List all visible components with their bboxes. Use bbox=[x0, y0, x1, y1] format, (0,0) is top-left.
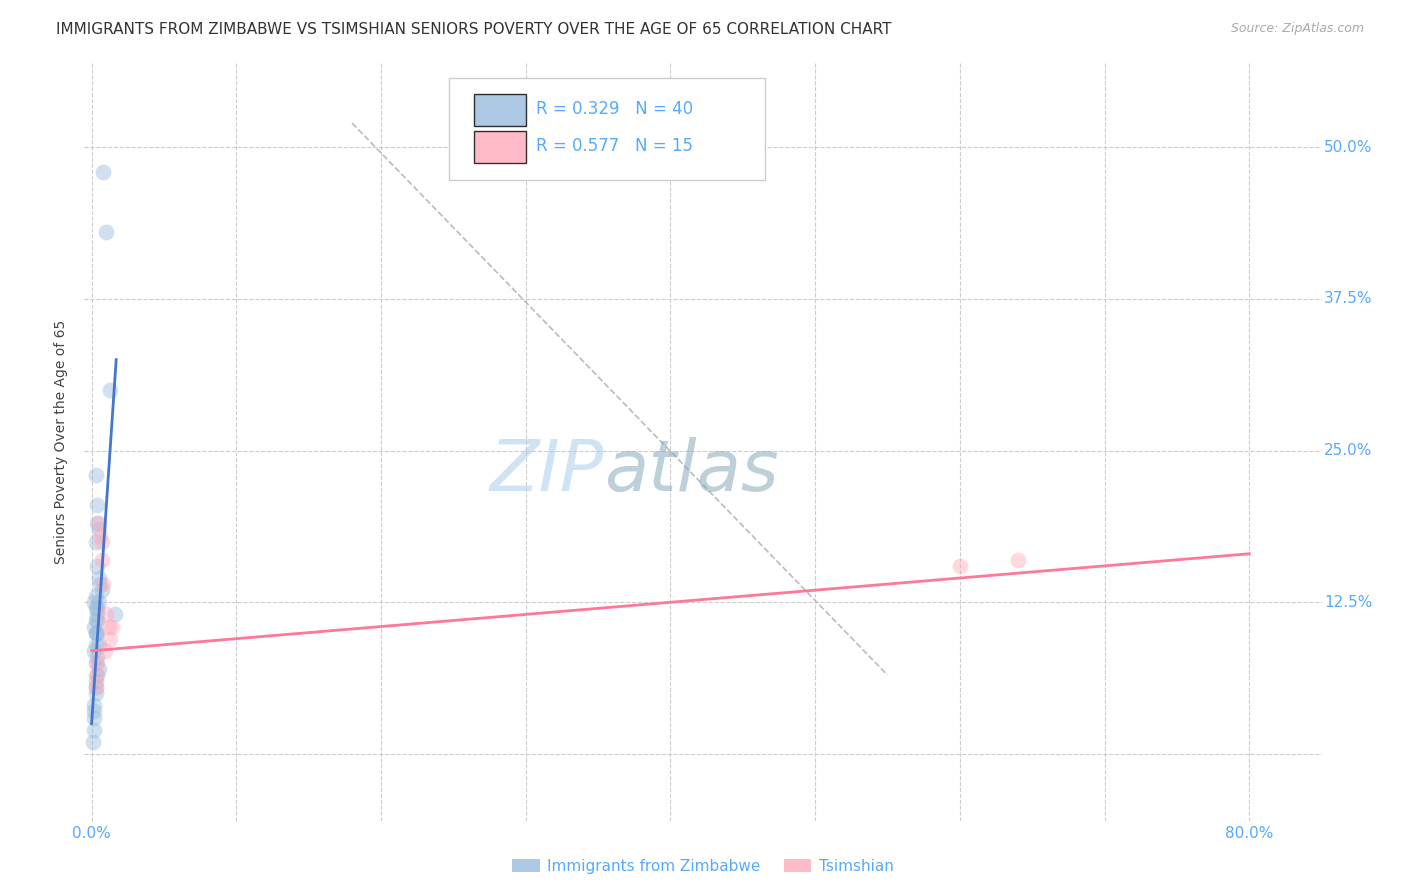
Legend: Immigrants from Zimbabwe, Tsimshian: Immigrants from Zimbabwe, Tsimshian bbox=[506, 853, 900, 880]
Point bbox=[949, 558, 972, 573]
FancyBboxPatch shape bbox=[474, 95, 526, 126]
Point bbox=[83, 698, 105, 713]
Point bbox=[87, 662, 110, 676]
Point bbox=[86, 516, 108, 531]
Text: atlas: atlas bbox=[605, 437, 779, 507]
Text: 12.5%: 12.5% bbox=[1324, 595, 1372, 610]
Point bbox=[83, 619, 105, 633]
Point bbox=[84, 625, 107, 640]
Point bbox=[84, 534, 107, 549]
Point bbox=[86, 614, 108, 628]
Point bbox=[84, 467, 107, 482]
Text: 37.5%: 37.5% bbox=[1324, 292, 1372, 307]
Point bbox=[84, 601, 107, 615]
Point bbox=[104, 607, 127, 622]
Point bbox=[87, 523, 110, 537]
Point bbox=[86, 601, 108, 615]
Point bbox=[84, 686, 107, 700]
Point bbox=[87, 571, 110, 585]
Point bbox=[87, 638, 110, 652]
Point bbox=[83, 595, 105, 609]
Text: IMMIGRANTS FROM ZIMBABWE VS TSIMSHIAN SENIORS POVERTY OVER THE AGE OF 65 CORRELA: IMMIGRANTS FROM ZIMBABWE VS TSIMSHIAN SE… bbox=[56, 22, 891, 37]
Point bbox=[100, 383, 122, 397]
Point bbox=[84, 589, 107, 603]
Point bbox=[82, 735, 104, 749]
Point bbox=[90, 553, 112, 567]
Point bbox=[97, 619, 120, 633]
Point bbox=[84, 625, 107, 640]
Y-axis label: Seniors Poverty Over the Age of 65: Seniors Poverty Over the Age of 65 bbox=[55, 319, 69, 564]
Point bbox=[94, 225, 117, 239]
Point bbox=[89, 528, 111, 542]
Point bbox=[83, 644, 105, 658]
Point bbox=[84, 638, 107, 652]
Point bbox=[83, 710, 105, 724]
Point bbox=[87, 595, 110, 609]
Point bbox=[84, 680, 107, 694]
Point bbox=[83, 705, 105, 719]
Text: 25.0%: 25.0% bbox=[1324, 443, 1372, 458]
Point bbox=[84, 680, 107, 694]
Point bbox=[84, 656, 107, 670]
Point bbox=[86, 498, 108, 512]
Point bbox=[84, 614, 107, 628]
Text: 50.0%: 50.0% bbox=[1324, 140, 1372, 155]
Point bbox=[89, 577, 111, 591]
Point bbox=[91, 164, 114, 178]
Point bbox=[90, 534, 112, 549]
Point bbox=[90, 583, 112, 598]
Point bbox=[83, 723, 105, 737]
Point bbox=[86, 625, 108, 640]
Point bbox=[93, 644, 115, 658]
FancyBboxPatch shape bbox=[450, 78, 765, 180]
Point bbox=[86, 656, 108, 670]
Point bbox=[86, 668, 108, 682]
Text: ZIP: ZIP bbox=[489, 437, 605, 507]
Point bbox=[86, 558, 108, 573]
Point bbox=[100, 632, 122, 646]
Point bbox=[1007, 553, 1029, 567]
Text: R = 0.329   N = 40: R = 0.329 N = 40 bbox=[536, 101, 693, 119]
Point bbox=[87, 516, 110, 531]
Point bbox=[86, 649, 108, 664]
Point bbox=[101, 619, 124, 633]
Point bbox=[91, 577, 114, 591]
Text: Source: ZipAtlas.com: Source: ZipAtlas.com bbox=[1230, 22, 1364, 36]
Point bbox=[94, 607, 117, 622]
Text: R = 0.577   N = 15: R = 0.577 N = 15 bbox=[536, 136, 693, 155]
Point bbox=[84, 674, 107, 689]
Point bbox=[86, 607, 108, 622]
Point bbox=[84, 668, 107, 682]
FancyBboxPatch shape bbox=[474, 130, 526, 162]
